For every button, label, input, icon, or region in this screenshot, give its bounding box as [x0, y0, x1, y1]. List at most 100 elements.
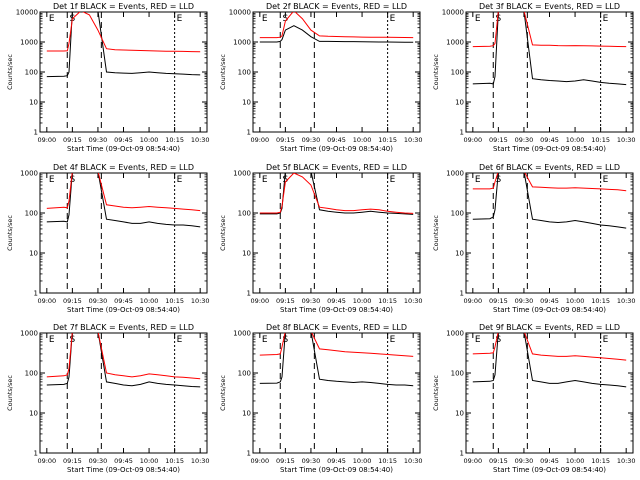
- event-rate-line: [46, 12, 201, 78]
- y-tick-label: 10: [29, 99, 38, 107]
- region-marker: S: [496, 335, 502, 345]
- y-tick-label: 1: [460, 290, 464, 298]
- plot-frame: [465, 11, 634, 133]
- lld-rate-line: [259, 173, 414, 214]
- x-tick-label: 09:00: [250, 297, 269, 305]
- x-tick-label: 10:00: [353, 136, 372, 144]
- region-marker: S: [70, 335, 76, 345]
- x-tick-label: 10:15: [165, 136, 184, 144]
- x-tick-label: 09:15: [63, 136, 82, 144]
- y-tick-label: 10000: [442, 9, 464, 17]
- x-tick-label: 10:30: [617, 457, 636, 465]
- y-tick-label: 1000: [233, 170, 251, 178]
- panel-title: Det 9f BLACK = Events, RED = LLD: [479, 323, 620, 332]
- y-tick-label: 100: [25, 210, 38, 218]
- x-tick-label: 10:15: [591, 136, 610, 144]
- x-tick-label: 10:00: [140, 457, 159, 465]
- y-tick-label: 100: [451, 69, 464, 77]
- region-marker: E: [177, 14, 183, 24]
- plot-frame: [39, 11, 208, 133]
- x-tick-label: 09:15: [63, 457, 82, 465]
- x-tick-label: 09:30: [89, 297, 108, 305]
- y-tick-label: 10: [242, 99, 251, 107]
- detector-panel: Det 3f BLACK = Events, RED = LLD Counts/s…: [432, 2, 636, 153]
- x-axis-label: Start Time (09-Oct-09 08:54:40): [67, 466, 180, 474]
- y-tick-label: 1: [460, 129, 464, 137]
- x-tick-label: 10:15: [591, 457, 610, 465]
- y-tick-label: 1000: [20, 39, 38, 47]
- y-axis-label: Counts/sec: [219, 375, 227, 411]
- x-tick-label: 09:15: [63, 297, 82, 305]
- y-tick-label: 1000: [20, 330, 38, 338]
- x-tick-label: 09:15: [276, 297, 295, 305]
- plot-frame: [252, 172, 421, 294]
- x-tick-label: 10:30: [617, 297, 636, 305]
- x-tick-label: 09:00: [463, 136, 482, 144]
- x-tick-label: 09:30: [515, 457, 534, 465]
- event-rate-line: [472, 12, 627, 86]
- plot-frame: [465, 332, 634, 454]
- x-tick-label: 09:15: [489, 457, 508, 465]
- y-tick-label: 1: [247, 290, 251, 298]
- x-tick-label: 09:30: [302, 297, 321, 305]
- y-tick-label: 1: [460, 450, 464, 458]
- y-axis-label: Counts/sec: [6, 54, 14, 90]
- x-tick-label: 09:30: [89, 136, 108, 144]
- region-marker: E: [475, 335, 481, 345]
- detector-panel: Det 5f BLACK = Events, RED = LLD Counts/s…: [219, 163, 423, 314]
- x-tick-label: 09:00: [37, 457, 56, 465]
- x-tick-label: 10:15: [378, 297, 397, 305]
- x-tick-label: 09:45: [327, 297, 346, 305]
- lld-rate-line: [472, 333, 627, 361]
- panel-title: Det 6f BLACK = Events, RED = LLD: [479, 163, 620, 172]
- region-marker: S: [496, 14, 502, 24]
- y-tick-label: 1000: [446, 39, 464, 47]
- region-marker: E: [177, 175, 183, 185]
- lld-rate-line: [472, 173, 627, 192]
- y-tick-label: 10000: [16, 9, 38, 17]
- x-axis-label: Start Time (09-Oct-09 08:54:40): [493, 306, 606, 314]
- x-axis-label: Start Time (09-Oct-09 08:54:40): [280, 145, 393, 153]
- detector-panel: Det 8f BLACK = Events, RED = LLD Counts/s…: [219, 323, 423, 474]
- x-tick-label: 10:00: [566, 297, 585, 305]
- x-tick-label: 09:00: [250, 136, 269, 144]
- x-axis-label: Start Time (09-Oct-09 08:54:40): [280, 466, 393, 474]
- detector-panel: Det 1f BLACK = Events, RED = LLD Counts/s…: [6, 2, 210, 153]
- x-tick-label: 10:00: [566, 457, 585, 465]
- y-tick-label: 1: [247, 450, 251, 458]
- plot-frame: [252, 11, 421, 133]
- region-marker: E: [177, 335, 183, 345]
- x-tick-label: 10:15: [591, 297, 610, 305]
- panel-title: Det 3f BLACK = Events, RED = LLD: [479, 2, 620, 11]
- x-tick-label: 09:30: [515, 297, 534, 305]
- x-tick-label: 09:15: [489, 136, 508, 144]
- detector-panel: Det 4f BLACK = Events, RED = LLD Counts/s…: [6, 163, 210, 314]
- region-marker: S: [283, 175, 289, 185]
- y-tick-label: 1: [34, 129, 38, 137]
- x-tick-label: 09:15: [489, 297, 508, 305]
- x-tick-label: 09:00: [463, 297, 482, 305]
- region-marker: E: [262, 175, 268, 185]
- region-marker: S: [283, 335, 289, 345]
- lld-rate-line: [259, 333, 414, 357]
- event-rate-line: [472, 173, 627, 229]
- x-tick-label: 09:30: [302, 136, 321, 144]
- x-tick-label: 10:30: [404, 136, 423, 144]
- y-tick-label: 1000: [446, 170, 464, 178]
- lld-rate-line: [259, 12, 414, 39]
- panel-title: Det 1f BLACK = Events, RED = LLD: [53, 2, 194, 11]
- x-tick-label: 09:45: [540, 136, 559, 144]
- x-axis-label: Start Time (09-Oct-09 08:54:40): [493, 145, 606, 153]
- x-tick-label: 09:30: [302, 457, 321, 465]
- y-axis-label: Counts/sec: [6, 375, 14, 411]
- y-tick-label: 1000: [20, 170, 38, 178]
- region-marker: E: [49, 175, 55, 185]
- y-axis-label: Counts/sec: [219, 54, 227, 90]
- x-tick-label: 09:00: [250, 457, 269, 465]
- region-marker: S: [496, 175, 502, 185]
- region-marker: E: [262, 335, 268, 345]
- region-marker: E: [475, 175, 481, 185]
- y-tick-label: 10: [455, 99, 464, 107]
- region-marker: E: [49, 14, 55, 24]
- y-tick-label: 1000: [233, 39, 251, 47]
